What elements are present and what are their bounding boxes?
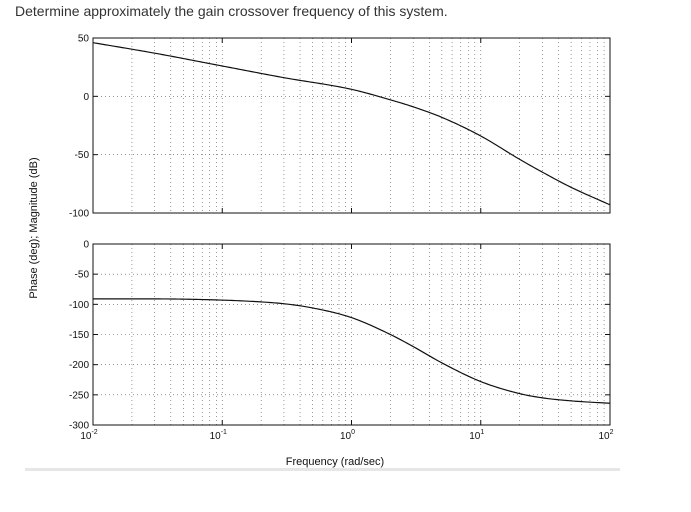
y-tick-label: 0 (83, 240, 89, 251)
phase-curve (93, 298, 611, 404)
x-tick-exponent: 0 (351, 429, 355, 436)
y-tick-label: -150 (69, 330, 89, 341)
x-axis-label: Frequency (rad/sec) (286, 456, 384, 468)
x-tick-base: 10 (340, 431, 352, 442)
x-tick-base: 10 (210, 431, 222, 442)
x-tick-exponent: -1 (221, 429, 227, 436)
y-tick-label: -300 (69, 421, 89, 432)
plot-frame (92, 243, 611, 426)
y-tick-label: -100 (69, 300, 89, 311)
x-tick-exponent: -2 (91, 429, 97, 436)
y-tick-label: 0 (83, 92, 89, 103)
x-tick-base: 10 (80, 431, 92, 442)
question-text: Determine approximately the gain crossov… (15, 3, 448, 19)
y-axis-label: Phase (deg); Magnitude (dB) (28, 157, 40, 298)
magnitude-panel: 50 0 -50 -100 (69, 34, 611, 220)
y-tick-label: -250 (69, 390, 89, 401)
x-tick-label: 101 (469, 429, 484, 442)
x-tick-label: 10-1 (210, 429, 227, 442)
y-tick-label: -50 (75, 270, 90, 281)
y-tick-label: -200 (69, 360, 89, 371)
x-tick-label: 10-2 (80, 429, 97, 442)
y-tick-label: 50 (78, 34, 90, 45)
divider (25, 468, 620, 471)
x-tick-label: 100 (340, 429, 355, 442)
x-tick-base: 10 (598, 431, 610, 442)
y-tick-label: -100 (69, 209, 89, 220)
x-tick-exponent: 1 (480, 429, 484, 436)
magnitude-curve (92, 42, 611, 206)
x-tick-label: 102 (598, 429, 613, 442)
y-tick-label: -50 (75, 150, 90, 161)
x-tick-base: 10 (469, 431, 481, 442)
x-tick-exponent: 2 (610, 429, 614, 436)
